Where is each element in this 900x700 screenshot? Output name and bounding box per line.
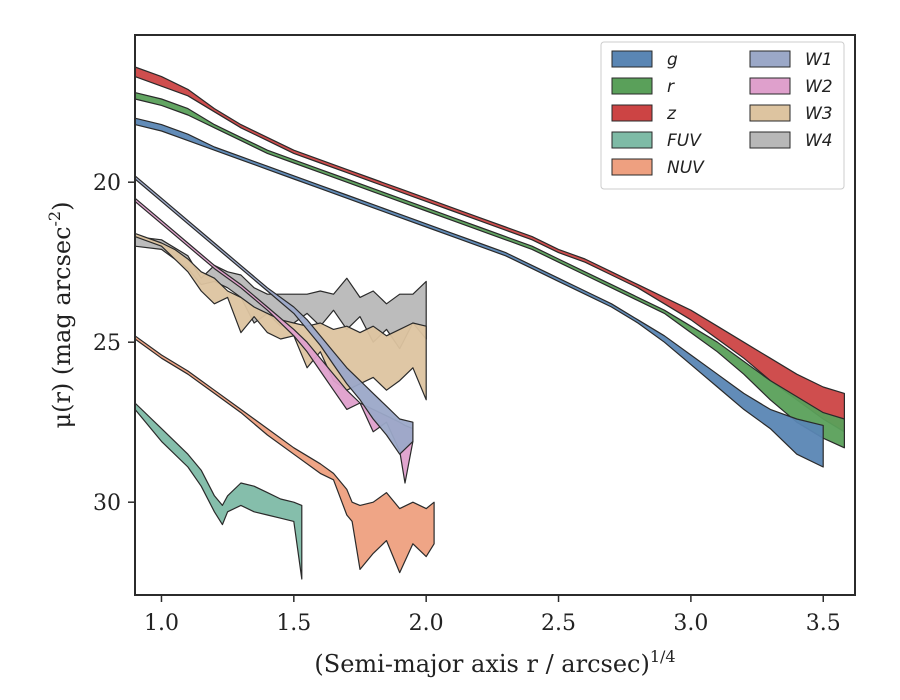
x-axis-label: (Semi-major axis r / arcsec)1/4 — [314, 647, 675, 678]
legend-label-w4: W4 — [805, 131, 833, 151]
legend-label-w1: W1 — [805, 50, 833, 70]
x-tick-label: 3.0 — [673, 611, 708, 636]
band-r — [134, 92, 845, 449]
legend-label-fuv: FUV — [667, 131, 702, 151]
band-fuv — [134, 402, 303, 580]
y-tick-label: 20 — [93, 171, 121, 196]
x-tick-label: 3.5 — [806, 611, 841, 636]
y-axis-label: μ(r) (mag arcsec-2) — [45, 202, 76, 429]
x-axis-label-exponent: 1/4 — [650, 647, 676, 666]
legend-swatch-g — [611, 50, 653, 68]
legend-swatch-nuv — [611, 158, 653, 176]
x-axis-ticks: 1.0 1.5 2.0 2.5 3.0 3.5 — [144, 595, 841, 636]
legend-swatch-fuv — [611, 131, 653, 149]
legend-label-nuv: NUV — [667, 158, 705, 178]
legend-swatch-r — [611, 77, 653, 95]
x-tick-label: 1.5 — [276, 611, 311, 636]
legend-swatch-w1 — [749, 50, 791, 68]
y-axis-ticks: 20 25 30 — [93, 171, 135, 516]
y-axis-label-main: μ(r) (mag arcsec — [48, 226, 76, 428]
legend-swatch-w3 — [749, 104, 791, 122]
y-axis-label-exponent: -2 — [45, 211, 64, 227]
band-g — [134, 117, 824, 468]
profile-bands — [134, 66, 845, 580]
band-w1 — [134, 175, 414, 455]
legend-swatch-w2 — [749, 77, 791, 95]
legend-swatch-z — [611, 104, 653, 122]
x-axis-label-main: (Semi-major axis r / arcsec) — [314, 650, 649, 678]
legend: grz FUV NUV W1 W2 W3 W4 — [600, 41, 845, 190]
x-tick-label: 2.5 — [541, 611, 576, 636]
plot-frame — [134, 34, 856, 596]
x-tick-label: 1.0 — [144, 611, 179, 636]
y-axis-label-close: ) — [48, 202, 76, 211]
x-tick-label: 2.0 — [409, 611, 444, 636]
y-tick-label: 30 — [93, 491, 121, 516]
y-tick-label: 25 — [93, 331, 121, 356]
band-nuv — [134, 335, 435, 574]
legend-swatch-w4 — [749, 131, 791, 149]
legend-label-r: r — [667, 77, 675, 97]
legend-label-w3: W3 — [805, 104, 833, 124]
legend-label-z: z — [666, 104, 677, 124]
legend-label-w2: W2 — [805, 77, 833, 97]
legend-label-g: g — [667, 50, 678, 70]
band-w3 — [134, 232, 427, 401]
